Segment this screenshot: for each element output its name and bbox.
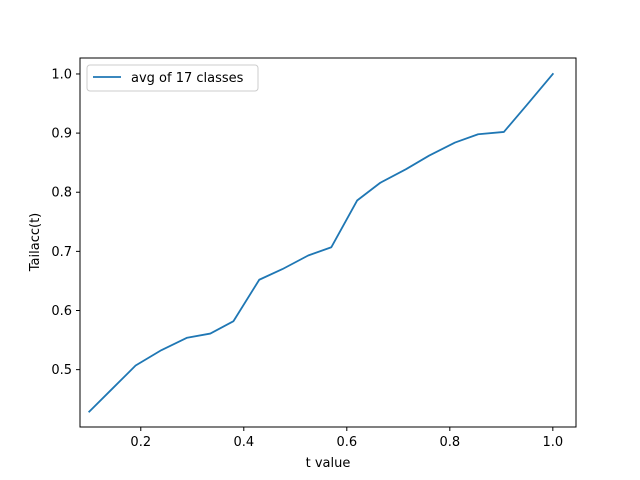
- x-tick-label: 0.2: [130, 435, 151, 450]
- x-tick-label: 0.6: [336, 435, 357, 450]
- y-tick-label: 0.7: [51, 245, 72, 260]
- y-axis-ticks: 0.5 0.6 0.7 0.8 0.9 1.0: [51, 67, 80, 378]
- plot-area: [80, 58, 576, 427]
- y-tick-label: 0.5: [51, 363, 72, 378]
- x-axis-label: t value: [306, 456, 351, 471]
- plot-frame: [79, 57, 577, 428]
- x-axis-ticks: 0.2 0.4 0.6 0.8 1.0: [130, 427, 563, 450]
- y-tick-label: 0.6: [51, 304, 72, 319]
- y-tick-label: 1.0: [51, 67, 72, 82]
- legend: avg of 17 classes: [86, 64, 259, 92]
- series-line: [87, 72, 555, 413]
- legend-box: [86, 64, 259, 92]
- x-tick-label: 0.8: [439, 435, 460, 450]
- legend-entry-label: avg of 17 classes: [131, 71, 244, 86]
- y-tick-label: 0.9: [51, 127, 72, 142]
- y-tick-label: 0.8: [51, 186, 72, 201]
- series-layer: [87, 72, 555, 413]
- y-axis-label: Tailacc(t): [28, 213, 43, 272]
- x-tick-label: 0.4: [233, 435, 254, 450]
- x-tick-label: 1.0: [542, 435, 563, 450]
